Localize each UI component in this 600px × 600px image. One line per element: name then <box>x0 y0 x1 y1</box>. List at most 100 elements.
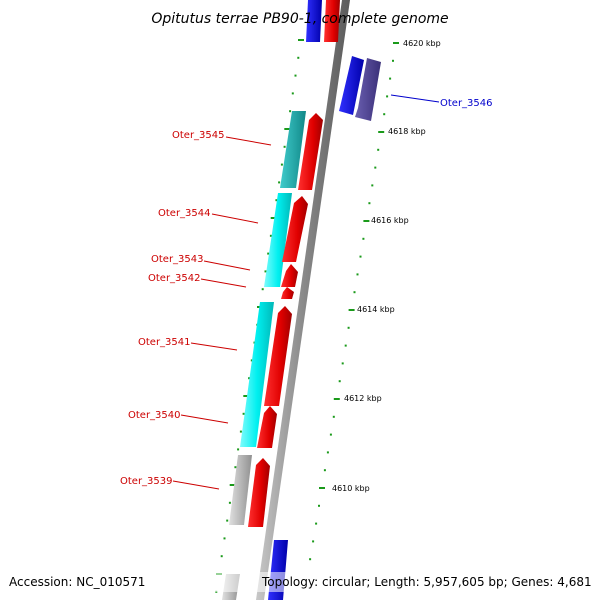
outer-track-minor-tick <box>329 433 332 436</box>
outer-track-minor-tick <box>323 469 326 472</box>
outer-track-minor-tick <box>309 558 312 561</box>
gene-oter-3546-b <box>355 58 381 121</box>
inner-track-minor-tick <box>237 448 240 451</box>
gene-oter-3543-red <box>281 264 298 287</box>
tick-label-4612: 4612 kbp <box>344 394 382 403</box>
inner-track-minor-tick <box>280 163 283 166</box>
outer-track-major-tick <box>348 309 355 311</box>
inner-track-minor-tick <box>248 377 251 380</box>
leader-oter-3545 <box>225 136 272 146</box>
gene-label-oter-3546[interactable]: Oter_3546 <box>440 98 493 109</box>
outer-track-minor-tick <box>368 202 371 205</box>
footer-backdrop <box>0 572 600 592</box>
gene-oter-3542-red <box>281 287 294 299</box>
inner-track-major-tick <box>284 128 291 130</box>
outer-track-minor-tick <box>344 344 347 347</box>
leader-oter-3539 <box>172 480 220 490</box>
outer-track-minor-tick <box>389 77 392 80</box>
tick-labels: 4620 kbp 4618 kbp 4616 kbp 4614 kbp 4612… <box>332 39 441 493</box>
inner-track-major-tick <box>243 395 250 397</box>
inner-track-minor-tick <box>294 74 297 77</box>
gene-label-oter-3545[interactable]: Oter_3545 <box>172 130 225 141</box>
inner-track-minor-tick <box>261 288 264 291</box>
topology-text: Topology: circular; Length: 5,957,605 bp… <box>261 575 592 589</box>
leader-oter-3541 <box>190 342 238 351</box>
tick-label-4618: 4618 kbp <box>388 127 426 136</box>
gene-label-oter-3544[interactable]: Oter_3544 <box>158 208 211 219</box>
inner-track-minor-tick <box>234 466 237 469</box>
outer-track-minor-tick <box>374 166 377 169</box>
leader-oter-3546 <box>390 94 440 103</box>
gene-oter-3546-a <box>339 56 364 115</box>
gene-oter-3545-teal <box>280 111 306 188</box>
inner-track-minor-tick <box>291 92 294 95</box>
gene-oter-3539-gray <box>229 455 252 525</box>
inner-track-minor-tick <box>250 359 253 362</box>
inner-track-minor-tick <box>278 181 281 184</box>
outer-track-minor-tick <box>315 522 318 525</box>
gene-oter-3544-red <box>282 196 308 262</box>
tick-label-4620: 4620 kbp <box>403 39 441 48</box>
outer-track-minor-tick <box>371 184 374 187</box>
inner-track-minor-tick <box>297 56 300 59</box>
gene-oter-3541-cyan <box>240 302 274 447</box>
gene-labels: Oter_3546 Oter_3545 Oter_3544 Oter_3543 … <box>120 98 493 487</box>
leader-oter-3543 <box>203 260 251 271</box>
gene-label-oter-3539[interactable]: Oter_3539 <box>120 476 173 487</box>
inner-track-minor-tick <box>275 199 278 202</box>
inner-track-major-tick <box>270 217 277 219</box>
inner-track-minor-tick <box>239 430 242 433</box>
outer-track-minor-tick <box>326 451 329 454</box>
gene-oter-3545-red <box>298 113 323 190</box>
inner-track-minor-tick <box>228 501 231 504</box>
gene-label-oter-3543[interactable]: Oter_3543 <box>151 254 204 265</box>
gene-label-oter-3542[interactable]: Oter_3542 <box>148 273 201 284</box>
leader-lines <box>172 94 440 490</box>
inner-track-major-tick <box>229 484 236 486</box>
gene-blue-top <box>306 0 322 42</box>
outer-track-major-tick <box>393 42 399 44</box>
inner-track-minor-tick <box>264 270 267 273</box>
gene-oter-3540-red <box>257 406 277 448</box>
inner-track-minor-tick <box>223 537 226 540</box>
tick-label-4616: 4616 kbp <box>371 216 409 225</box>
inner-track-minor-tick <box>269 234 272 237</box>
outer-track-minor-tick <box>356 273 359 276</box>
inner-track-major-tick <box>298 39 304 41</box>
inner-track-minor-tick <box>283 145 286 148</box>
leader-oter-3540 <box>180 414 229 424</box>
gene-label-oter-3540[interactable]: Oter_3540 <box>128 410 181 421</box>
page-title: Opitutus terrae PB90-1, complete genome <box>151 11 448 27</box>
outer-track-major-tick <box>363 220 370 222</box>
accession-text: Accession: NC_010571 <box>9 575 145 589</box>
outer-track-minor-tick <box>383 113 386 116</box>
outer-track-minor-tick <box>377 148 380 151</box>
outer-track-minor-tick <box>362 237 365 240</box>
leader-oter-3542 <box>200 278 247 288</box>
outer-track-major-tick <box>333 398 340 400</box>
tick-label-4614: 4614 kbp <box>357 305 395 314</box>
gene-oter-3544-cyan <box>264 193 292 287</box>
tick-label-4610: 4610 kbp <box>332 484 370 493</box>
inner-track-minor-tick <box>220 555 223 558</box>
outer-track-minor-tick <box>312 540 315 543</box>
outer-track-minor-tick <box>341 362 344 365</box>
inner-track-minor-tick <box>242 412 245 415</box>
outer-track-minor-tick <box>359 255 362 258</box>
leader-oter-3544 <box>211 213 259 224</box>
outer-track-minor-tick <box>338 380 341 383</box>
outer-track-minor-tick <box>318 504 320 507</box>
outer-track-minor-tick <box>347 326 350 329</box>
inner-track-minor-tick <box>289 110 292 113</box>
outer-track-minor-tick <box>386 95 389 98</box>
gene-oter-3539-red <box>248 458 270 527</box>
inner-track-minor-tick <box>226 519 229 522</box>
gene-oter-3541-red <box>264 306 292 406</box>
outer-track-minor-tick <box>353 291 356 294</box>
gene-label-oter-3541[interactable]: Oter_3541 <box>138 337 191 348</box>
outer-track-minor-tick <box>332 415 335 418</box>
outer-track-major-tick <box>378 131 385 133</box>
genome-backbone <box>256 0 350 600</box>
